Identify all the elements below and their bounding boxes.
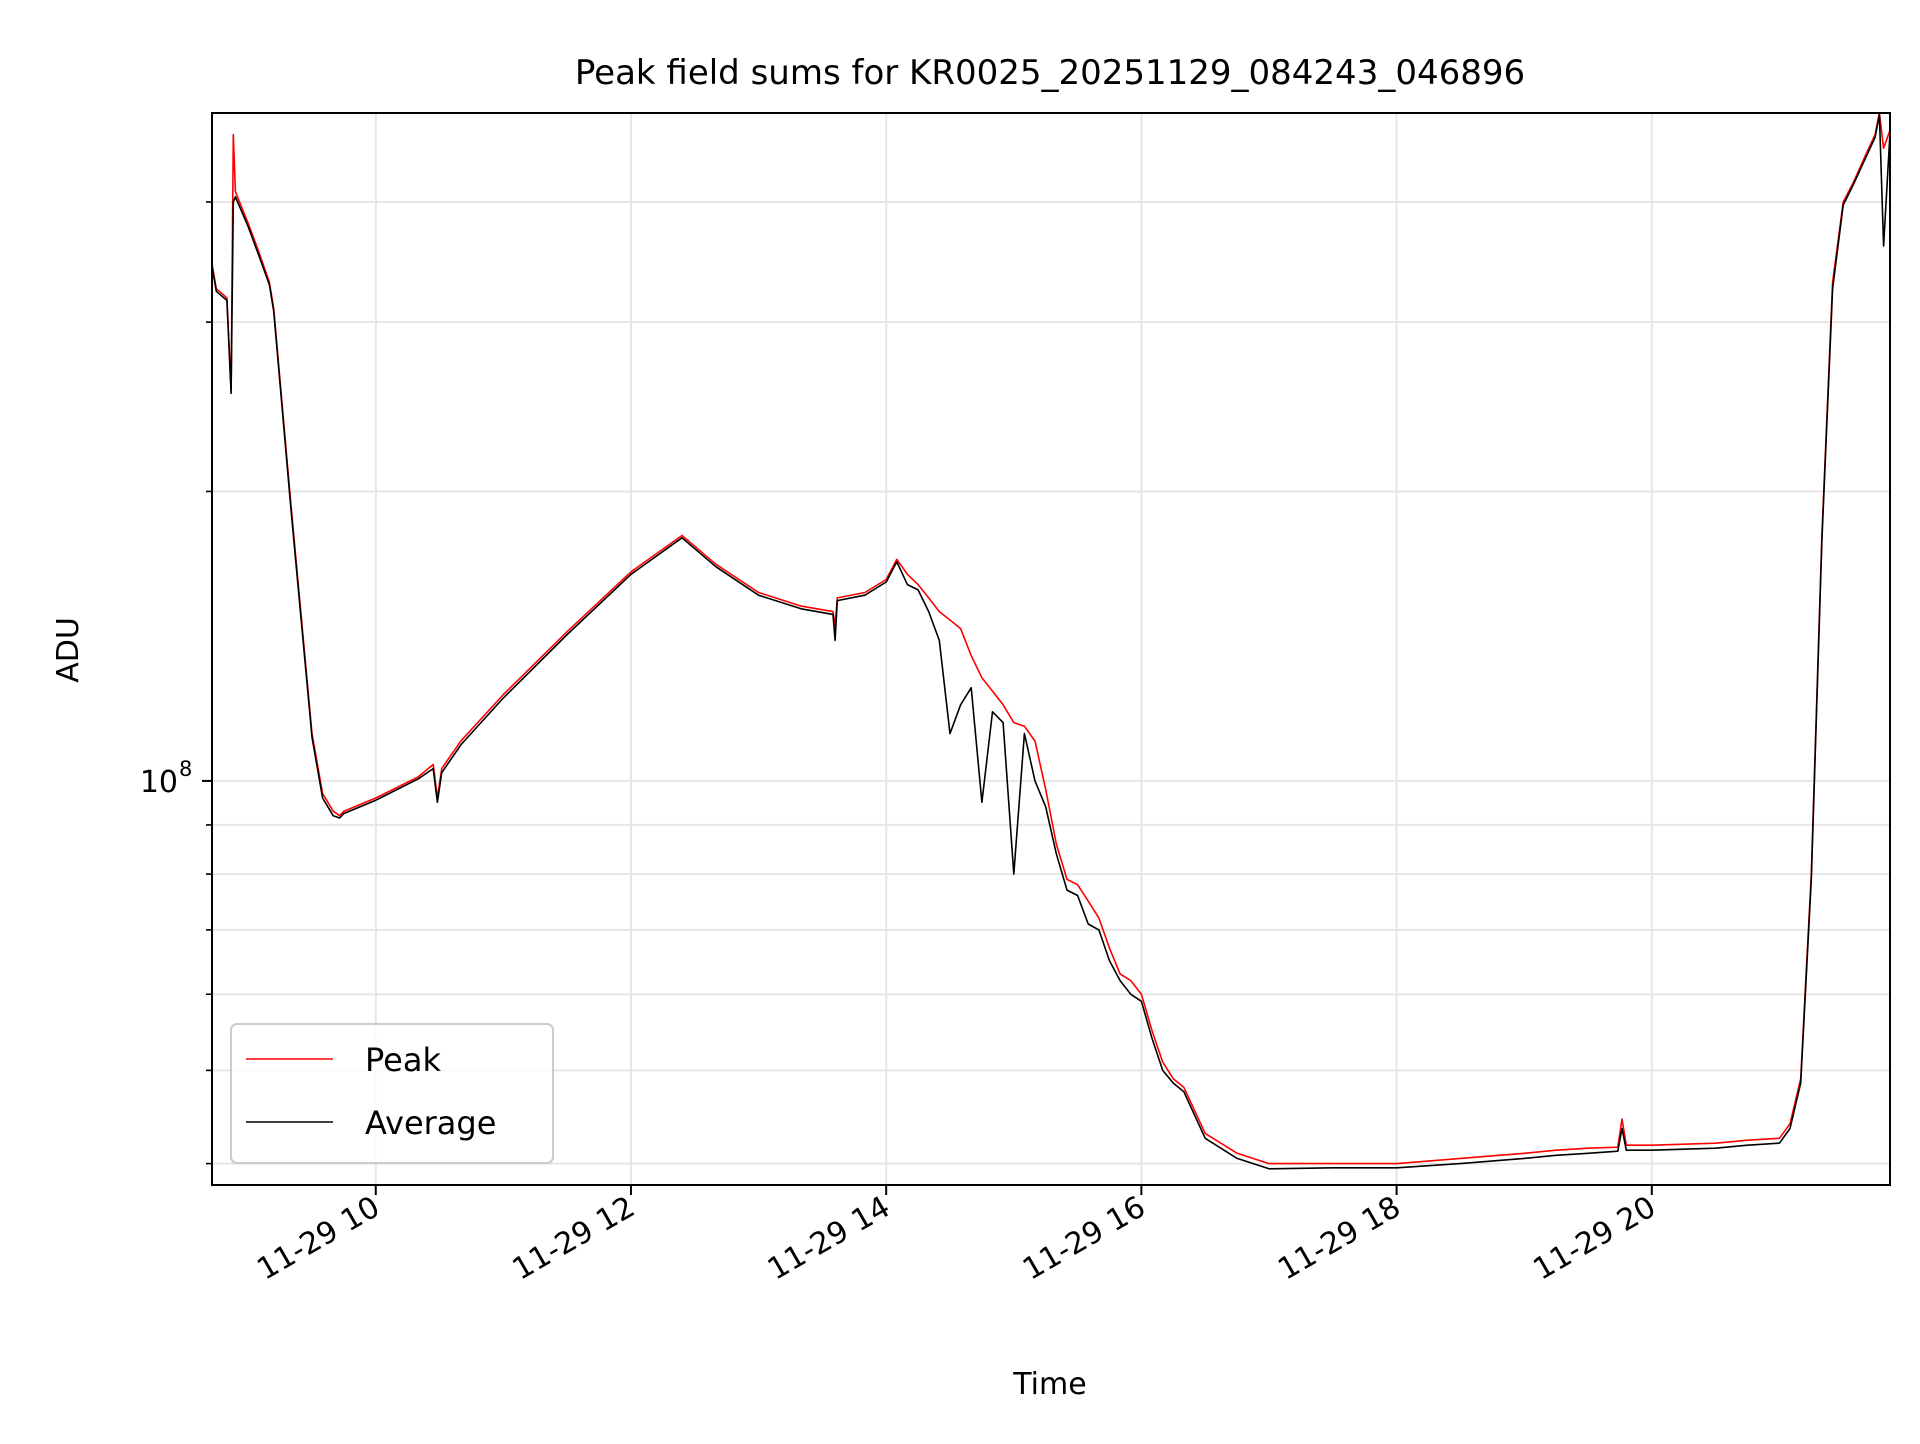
axes-frame bbox=[211, 112, 1891, 1186]
legend-label-average: Average bbox=[365, 1104, 496, 1142]
y-axis-ticks: 10 8 bbox=[140, 201, 212, 1165]
y-tick-label: 10 bbox=[140, 765, 178, 800]
series-lines bbox=[211, 112, 1891, 1170]
x-axis-label: Time bbox=[1012, 1367, 1086, 1402]
y-tick-label-exponent: 8 bbox=[179, 757, 192, 781]
legend: Peak Average bbox=[230, 1023, 554, 1164]
legend-label-peak: Peak bbox=[365, 1041, 441, 1079]
chart-title: Peak field sums for KR0025_20251129_0842… bbox=[575, 53, 1525, 93]
series-line-peak bbox=[211, 112, 1891, 1165]
y-axis-label: ADU bbox=[51, 617, 86, 683]
series-line-average bbox=[211, 113, 1891, 1170]
